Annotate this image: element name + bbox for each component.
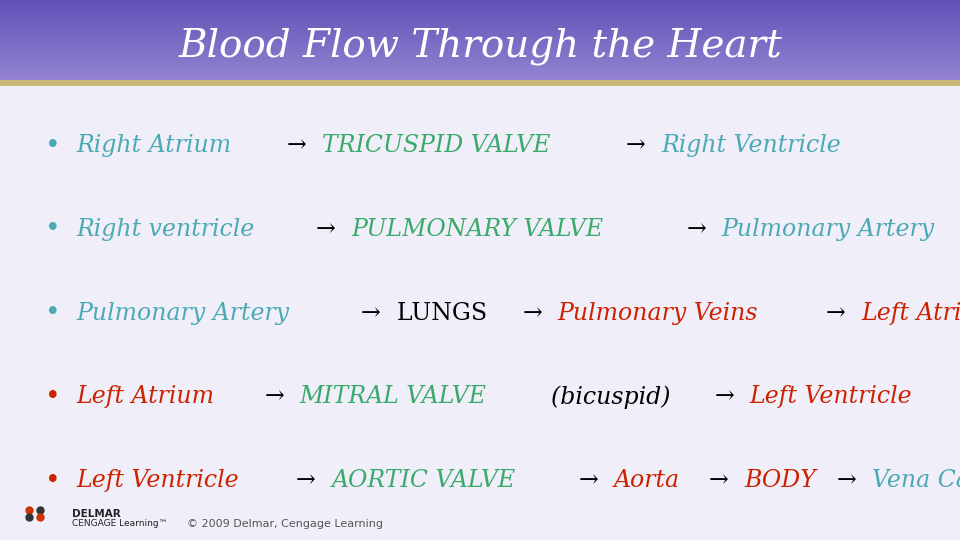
FancyBboxPatch shape bbox=[0, 36, 960, 37]
FancyBboxPatch shape bbox=[0, 42, 960, 43]
FancyBboxPatch shape bbox=[0, 78, 960, 79]
FancyBboxPatch shape bbox=[0, 68, 960, 69]
FancyBboxPatch shape bbox=[0, 44, 960, 45]
FancyBboxPatch shape bbox=[0, 5, 960, 6]
FancyBboxPatch shape bbox=[0, 21, 960, 22]
FancyBboxPatch shape bbox=[0, 50, 960, 52]
FancyBboxPatch shape bbox=[0, 82, 960, 83]
FancyBboxPatch shape bbox=[0, 28, 960, 29]
FancyBboxPatch shape bbox=[0, 30, 960, 31]
FancyBboxPatch shape bbox=[0, 55, 960, 57]
FancyBboxPatch shape bbox=[0, 75, 960, 76]
FancyBboxPatch shape bbox=[0, 46, 960, 48]
FancyBboxPatch shape bbox=[0, 71, 960, 72]
FancyBboxPatch shape bbox=[0, 57, 960, 58]
Text: CENGAGE Learning™: CENGAGE Learning™ bbox=[72, 519, 168, 528]
FancyBboxPatch shape bbox=[0, 6, 960, 8]
Text: Left Atrium: Left Atrium bbox=[861, 302, 960, 325]
Text: →: → bbox=[287, 134, 314, 157]
FancyBboxPatch shape bbox=[0, 43, 960, 45]
Text: © 2009 Delmar, Cengage Learning: © 2009 Delmar, Cengage Learning bbox=[187, 519, 383, 529]
FancyBboxPatch shape bbox=[0, 23, 960, 24]
FancyBboxPatch shape bbox=[0, 22, 960, 23]
FancyBboxPatch shape bbox=[0, 16, 960, 17]
Text: •: • bbox=[45, 468, 60, 494]
FancyBboxPatch shape bbox=[0, 30, 960, 31]
FancyBboxPatch shape bbox=[0, 80, 960, 81]
FancyBboxPatch shape bbox=[0, 56, 960, 57]
Text: BODY: BODY bbox=[744, 469, 816, 492]
Text: AORTIC VALVE: AORTIC VALVE bbox=[331, 469, 523, 492]
FancyBboxPatch shape bbox=[0, 77, 960, 78]
Text: →: → bbox=[297, 469, 324, 492]
FancyBboxPatch shape bbox=[0, 70, 960, 71]
FancyBboxPatch shape bbox=[0, 19, 960, 21]
Text: Right Atrium: Right Atrium bbox=[77, 134, 239, 157]
FancyBboxPatch shape bbox=[0, 62, 960, 64]
FancyBboxPatch shape bbox=[0, 6, 960, 7]
Text: Pulmonary Artery: Pulmonary Artery bbox=[77, 302, 298, 325]
Text: (bicuspid): (bicuspid) bbox=[551, 385, 678, 409]
FancyBboxPatch shape bbox=[0, 26, 960, 27]
FancyBboxPatch shape bbox=[0, 19, 960, 20]
FancyBboxPatch shape bbox=[0, 40, 960, 41]
FancyBboxPatch shape bbox=[0, 71, 960, 72]
Text: MITRAL VALVE: MITRAL VALVE bbox=[300, 386, 494, 408]
Text: Left Ventricle: Left Ventricle bbox=[77, 469, 247, 492]
FancyBboxPatch shape bbox=[0, 15, 960, 16]
FancyBboxPatch shape bbox=[0, 38, 960, 39]
FancyBboxPatch shape bbox=[0, 12, 960, 14]
FancyBboxPatch shape bbox=[0, 59, 960, 60]
FancyBboxPatch shape bbox=[0, 24, 960, 26]
FancyBboxPatch shape bbox=[0, 24, 960, 25]
FancyBboxPatch shape bbox=[0, 13, 960, 14]
FancyBboxPatch shape bbox=[0, 50, 960, 51]
FancyBboxPatch shape bbox=[0, 51, 960, 52]
FancyBboxPatch shape bbox=[0, 81, 960, 82]
Text: →: → bbox=[714, 386, 742, 408]
FancyBboxPatch shape bbox=[0, 2, 960, 3]
FancyBboxPatch shape bbox=[0, 4, 960, 5]
FancyBboxPatch shape bbox=[0, 66, 960, 67]
FancyBboxPatch shape bbox=[0, 14, 960, 15]
FancyBboxPatch shape bbox=[0, 48, 960, 50]
FancyBboxPatch shape bbox=[0, 16, 960, 17]
FancyBboxPatch shape bbox=[0, 31, 960, 33]
FancyBboxPatch shape bbox=[0, 48, 960, 49]
FancyBboxPatch shape bbox=[0, 0, 960, 1]
FancyBboxPatch shape bbox=[0, 64, 960, 65]
FancyBboxPatch shape bbox=[0, 33, 960, 35]
Text: →: → bbox=[827, 302, 853, 325]
FancyBboxPatch shape bbox=[0, 2, 960, 3]
Text: Aorta: Aorta bbox=[613, 469, 687, 492]
FancyBboxPatch shape bbox=[0, 29, 960, 30]
FancyBboxPatch shape bbox=[0, 28, 960, 29]
FancyBboxPatch shape bbox=[0, 52, 960, 53]
FancyBboxPatch shape bbox=[0, 63, 960, 64]
FancyBboxPatch shape bbox=[0, 11, 960, 12]
FancyBboxPatch shape bbox=[0, 73, 960, 74]
Text: DELMAR: DELMAR bbox=[72, 509, 121, 519]
Text: →: → bbox=[686, 218, 714, 241]
FancyBboxPatch shape bbox=[0, 40, 960, 42]
FancyBboxPatch shape bbox=[0, 49, 960, 50]
FancyBboxPatch shape bbox=[0, 76, 960, 77]
FancyBboxPatch shape bbox=[0, 25, 960, 26]
FancyBboxPatch shape bbox=[0, 10, 960, 11]
FancyBboxPatch shape bbox=[0, 1, 960, 2]
FancyBboxPatch shape bbox=[0, 33, 960, 34]
FancyBboxPatch shape bbox=[0, 9, 960, 10]
FancyBboxPatch shape bbox=[0, 21, 960, 22]
FancyBboxPatch shape bbox=[0, 83, 960, 84]
FancyBboxPatch shape bbox=[0, 61, 960, 62]
Text: Pulmonary Artery: Pulmonary Artery bbox=[722, 218, 935, 241]
FancyBboxPatch shape bbox=[0, 66, 960, 68]
Text: →: → bbox=[362, 302, 389, 325]
FancyBboxPatch shape bbox=[0, 18, 960, 19]
FancyBboxPatch shape bbox=[0, 59, 960, 60]
Text: Left Atrium: Left Atrium bbox=[77, 386, 223, 408]
FancyBboxPatch shape bbox=[0, 31, 960, 32]
FancyBboxPatch shape bbox=[0, 8, 960, 9]
FancyBboxPatch shape bbox=[0, 45, 960, 46]
